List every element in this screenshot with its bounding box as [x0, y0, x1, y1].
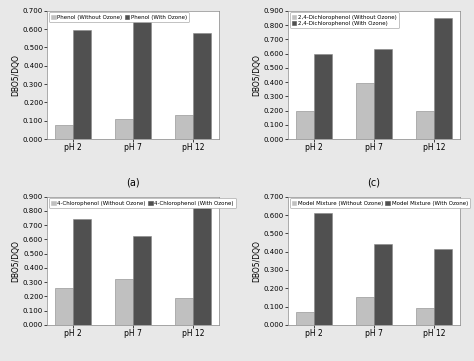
Bar: [175, 298, 193, 325]
Legend: 2,4-Dichlorophenol (Without Ozone), 2,4-Dichlorophenol (With Ozone): 2,4-Dichlorophenol (Without Ozone), 2,4-…: [290, 13, 399, 28]
Bar: [374, 49, 392, 139]
Legend: Model Mixture (Without Ozone), Model Mixture (With Ozone): Model Mixture (Without Ozone), Model Mix…: [290, 199, 470, 208]
Bar: [356, 297, 374, 325]
Bar: [416, 308, 434, 325]
Bar: [73, 30, 91, 139]
Y-axis label: DBO5/DQO: DBO5/DQO: [252, 54, 261, 96]
Bar: [314, 54, 332, 139]
Bar: [175, 115, 193, 139]
Bar: [356, 83, 374, 139]
Bar: [416, 111, 434, 139]
Bar: [193, 33, 211, 139]
Bar: [133, 236, 151, 325]
Bar: [115, 279, 133, 325]
Bar: [374, 244, 392, 325]
Bar: [434, 18, 452, 139]
Bar: [314, 213, 332, 325]
Bar: [115, 119, 133, 139]
Legend: 4-Chlorophenol (Without Ozone), 4-Chlorophenol (With Ozone): 4-Chlorophenol (Without Ozone), 4-Chloro…: [49, 199, 236, 208]
Bar: [296, 312, 314, 325]
Bar: [55, 125, 73, 139]
Y-axis label: DBO5/DQO: DBO5/DQO: [11, 54, 20, 96]
Bar: [296, 111, 314, 139]
Y-axis label: DBO5/DQO: DBO5/DQO: [252, 240, 261, 282]
Bar: [73, 219, 91, 325]
Bar: [133, 20, 151, 139]
Bar: [193, 204, 211, 325]
Text: (a): (a): [127, 178, 140, 187]
Bar: [55, 288, 73, 325]
Bar: [434, 249, 452, 325]
Legend: Phenol (Without Ozone), Phenol (With Ozone): Phenol (Without Ozone), Phenol (With Ozo…: [49, 13, 189, 22]
Y-axis label: DBO5/DQO: DBO5/DQO: [11, 240, 20, 282]
Text: (c): (c): [367, 178, 380, 187]
